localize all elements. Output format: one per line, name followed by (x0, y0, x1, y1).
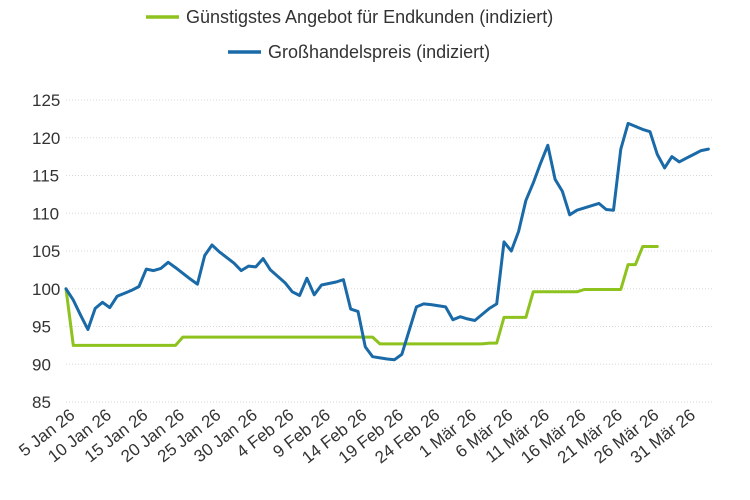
y-axis: 85 90 95 100 105 110 115 120 125 (32, 91, 60, 412)
legend-item-grosshandel: Großhandelspreis (indiziert) (228, 42, 490, 62)
y-tick-label: 85 (32, 393, 51, 412)
y-tick-label: 120 (32, 129, 60, 148)
series-line-endkunden (64, 245, 659, 347)
gridlines (66, 99, 712, 403)
legend-label-endkunden: Günstigstes Angebot für Endkunden (indiz… (186, 7, 553, 27)
y-tick-label: 125 (32, 91, 60, 110)
legend: Günstigstes Angebot für Endkunden (indiz… (146, 7, 553, 62)
y-tick-label: 90 (32, 355, 51, 374)
series-line-grosshandel (64, 121, 710, 362)
y-tick-label: 95 (32, 318, 51, 337)
y-tick-label: 105 (32, 242, 60, 261)
legend-item-endkunden: Günstigstes Angebot für Endkunden (indiz… (146, 7, 553, 27)
y-tick-label: 110 (32, 204, 59, 223)
legend-label-grosshandel: Großhandelspreis (indiziert) (268, 42, 490, 62)
y-tick-label: 100 (32, 280, 60, 299)
series-lines (64, 121, 710, 362)
y-tick-label: 115 (32, 167, 59, 186)
